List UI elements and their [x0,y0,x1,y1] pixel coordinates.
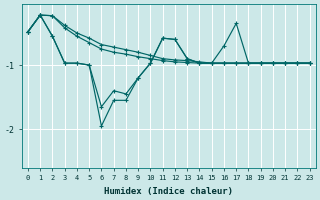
X-axis label: Humidex (Indice chaleur): Humidex (Indice chaleur) [104,187,233,196]
